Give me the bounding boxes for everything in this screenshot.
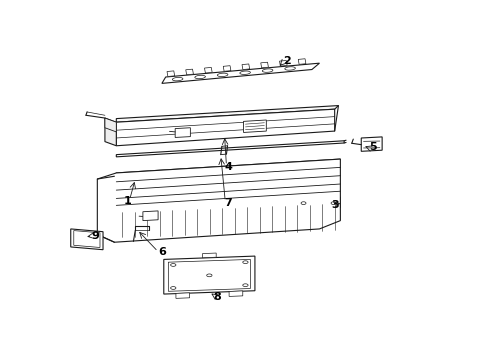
Polygon shape bbox=[143, 211, 158, 221]
Text: 7: 7 bbox=[224, 198, 232, 208]
Polygon shape bbox=[115, 159, 341, 176]
Polygon shape bbox=[229, 291, 243, 296]
Ellipse shape bbox=[171, 264, 176, 266]
Polygon shape bbox=[279, 60, 287, 66]
Ellipse shape bbox=[195, 75, 205, 79]
Polygon shape bbox=[71, 229, 103, 250]
Text: 9: 9 bbox=[92, 231, 99, 241]
Ellipse shape bbox=[331, 202, 336, 204]
Text: 8: 8 bbox=[213, 292, 221, 302]
Text: 3: 3 bbox=[331, 201, 339, 210]
Text: 4: 4 bbox=[224, 162, 232, 172]
Polygon shape bbox=[98, 159, 341, 242]
Polygon shape bbox=[116, 141, 344, 157]
Polygon shape bbox=[105, 118, 116, 146]
Ellipse shape bbox=[207, 274, 212, 277]
Text: 6: 6 bbox=[158, 247, 166, 257]
Polygon shape bbox=[297, 197, 341, 209]
Polygon shape bbox=[176, 293, 190, 298]
Polygon shape bbox=[202, 253, 216, 258]
Ellipse shape bbox=[172, 77, 183, 81]
Polygon shape bbox=[74, 231, 100, 247]
Text: 1: 1 bbox=[124, 196, 132, 206]
Polygon shape bbox=[164, 256, 255, 294]
Polygon shape bbox=[361, 137, 382, 151]
Polygon shape bbox=[242, 64, 249, 69]
Text: 2: 2 bbox=[283, 56, 291, 66]
Polygon shape bbox=[204, 67, 212, 73]
Ellipse shape bbox=[285, 67, 295, 70]
Polygon shape bbox=[105, 118, 116, 132]
Ellipse shape bbox=[243, 284, 248, 287]
Polygon shape bbox=[162, 63, 319, 84]
Polygon shape bbox=[244, 120, 267, 132]
Ellipse shape bbox=[243, 261, 248, 264]
Ellipse shape bbox=[301, 202, 306, 204]
Polygon shape bbox=[175, 128, 190, 138]
Text: 5: 5 bbox=[369, 142, 376, 152]
Ellipse shape bbox=[262, 69, 273, 72]
Ellipse shape bbox=[171, 287, 176, 289]
Polygon shape bbox=[169, 260, 250, 291]
Ellipse shape bbox=[218, 73, 228, 77]
Polygon shape bbox=[298, 59, 306, 64]
Polygon shape bbox=[116, 105, 339, 122]
Polygon shape bbox=[167, 71, 174, 76]
Polygon shape bbox=[116, 109, 335, 146]
Polygon shape bbox=[223, 66, 231, 71]
Ellipse shape bbox=[240, 71, 250, 75]
Polygon shape bbox=[186, 69, 194, 75]
Polygon shape bbox=[261, 62, 269, 68]
